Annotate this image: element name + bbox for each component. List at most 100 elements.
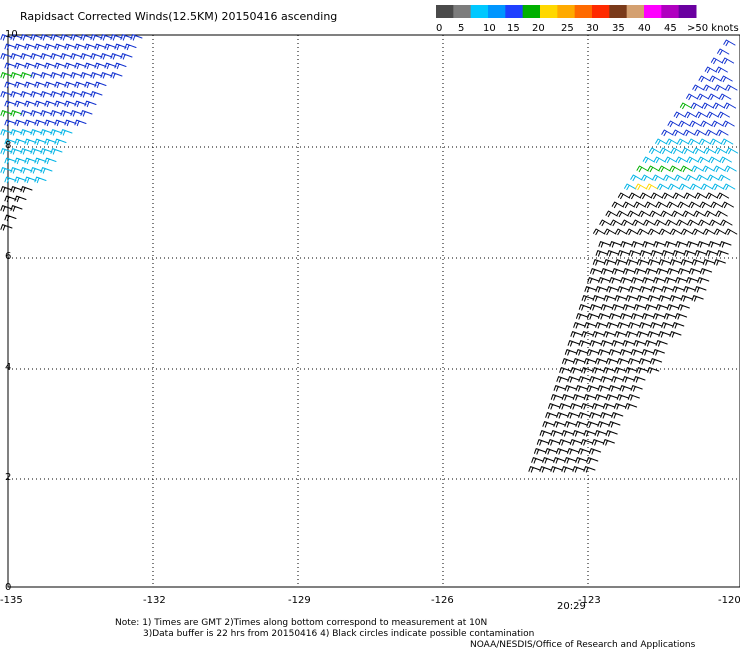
wind-barb <box>14 138 27 146</box>
wind-barb <box>614 367 627 374</box>
wind-barb <box>619 385 632 392</box>
wind-barb <box>50 72 63 79</box>
legend-label: 15 <box>507 23 520 34</box>
wind-barb <box>0 148 13 155</box>
wind-barb <box>110 72 123 79</box>
wind-barb <box>694 286 707 293</box>
wind-barb <box>40 148 53 155</box>
wind-barb <box>614 331 627 338</box>
wind-barb <box>669 331 682 338</box>
wind-barb <box>614 259 627 266</box>
wind-barb <box>10 167 23 174</box>
wind-barb <box>642 241 655 248</box>
wind-barb <box>631 277 644 284</box>
wind-barb <box>677 138 690 146</box>
wind-barb <box>14 157 27 165</box>
wind-barb <box>536 439 549 446</box>
wind-barb <box>679 102 693 110</box>
wind-barb <box>84 100 97 108</box>
wind-barb <box>680 259 693 266</box>
wind-barb <box>40 72 53 79</box>
wind-barb <box>30 110 43 117</box>
wind-barb <box>611 376 624 383</box>
wind-barb <box>639 286 652 293</box>
wind-barb <box>666 138 679 146</box>
wind-barb <box>650 250 663 257</box>
wind-barb <box>567 340 580 347</box>
wind-barb <box>708 156 721 164</box>
wind-barb <box>666 201 679 209</box>
lat-lon-grid <box>8 35 740 587</box>
wind-barb <box>556 412 569 419</box>
wind-barb <box>609 241 622 248</box>
wind-barb <box>707 174 720 182</box>
wind-barb <box>706 111 719 119</box>
wind-barb <box>700 120 713 128</box>
y-tick-10: 10 <box>5 29 18 40</box>
wind-barb <box>586 421 599 428</box>
wind-barb <box>592 331 605 338</box>
wind-barb <box>639 358 652 365</box>
wind-barb <box>614 403 627 410</box>
wind-barb <box>652 174 665 182</box>
wind-barb <box>80 53 93 60</box>
wind-barb <box>712 102 726 110</box>
wind-barb <box>686 93 699 101</box>
wind-barb <box>558 439 571 446</box>
wind-barb <box>44 138 57 146</box>
wind-barb <box>592 367 605 374</box>
wind-barb <box>725 228 738 236</box>
wind-barb <box>716 192 730 200</box>
wind-barb <box>658 165 671 173</box>
wind-barb <box>725 84 738 92</box>
wind-barb <box>609 277 622 284</box>
wind-barb <box>709 75 722 83</box>
wind-barb <box>50 110 63 117</box>
wind-barb <box>620 277 633 284</box>
wind-barb <box>70 110 83 117</box>
wind-barb <box>681 228 694 236</box>
wind-barb <box>691 259 704 266</box>
wind-barb <box>575 385 588 392</box>
wind-barb <box>721 201 734 209</box>
legend-color-swatch <box>505 5 524 18</box>
wind-barb <box>64 100 77 108</box>
wind-barb <box>10 72 23 79</box>
legend-color-swatch <box>436 5 454 18</box>
wind-barb <box>561 430 574 437</box>
wind-barb <box>74 100 87 108</box>
wind-barb <box>30 72 43 79</box>
wind-barb <box>615 228 628 236</box>
wind-barb <box>704 66 717 74</box>
wind-barb <box>570 367 583 374</box>
wind-barb <box>547 439 560 446</box>
wind-barb <box>697 277 710 284</box>
wind-barb <box>645 268 658 275</box>
wind-barb <box>674 174 687 182</box>
wind-barb <box>564 349 577 356</box>
wind-barb <box>606 358 619 365</box>
wind-barb <box>672 286 685 293</box>
y-tick-0: 0 <box>5 582 11 593</box>
wind-barb <box>70 34 83 41</box>
wind-barb <box>646 183 659 191</box>
wind-barb <box>631 313 644 320</box>
wind-barb <box>104 43 117 51</box>
wind-barb <box>90 91 103 98</box>
wind-barb <box>660 210 673 218</box>
wind-barb <box>701 183 714 191</box>
wind-barb <box>699 138 712 146</box>
wind-barb <box>94 43 107 51</box>
wind-barb <box>34 43 47 51</box>
wind-barb <box>712 183 725 191</box>
wind-barb <box>628 358 641 365</box>
wind-barb <box>617 322 630 329</box>
wind-barb <box>659 228 672 236</box>
wind-barb <box>650 322 663 329</box>
wind-barb <box>675 156 688 164</box>
wind-barb <box>653 313 666 320</box>
legend-color-swatch <box>488 5 506 18</box>
wind-barb <box>641 349 654 356</box>
wind-barb <box>663 174 676 182</box>
wind-barb <box>54 81 67 89</box>
